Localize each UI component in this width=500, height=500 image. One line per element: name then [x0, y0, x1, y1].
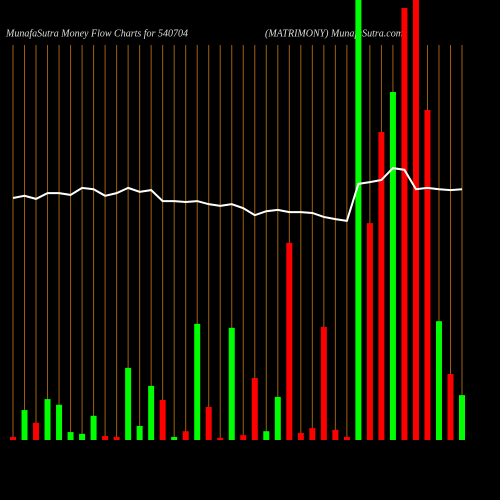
- bar: [194, 323, 201, 440]
- bar: [56, 404, 63, 440]
- bar: [401, 7, 408, 440]
- bar: [113, 436, 120, 440]
- bar: [355, 0, 362, 440]
- bar: [44, 399, 51, 440]
- bar: [240, 435, 247, 440]
- bar: [125, 367, 132, 440]
- bar: [228, 327, 235, 440]
- bar: [343, 436, 350, 440]
- bar: [21, 410, 28, 440]
- bar: [148, 385, 155, 440]
- bar: [263, 431, 270, 440]
- bar: [182, 431, 189, 440]
- bar: [389, 91, 396, 441]
- bar: [159, 399, 166, 440]
- bar: [424, 110, 431, 440]
- bar: [171, 436, 178, 440]
- bar: [286, 242, 293, 440]
- bar: [378, 132, 385, 440]
- bar: [459, 395, 465, 440]
- bar: [332, 429, 339, 440]
- bar: [136, 425, 143, 440]
- bar: [67, 432, 74, 440]
- bar: [251, 377, 258, 440]
- chart-subtitle: (MATRIMONY) MunafaSutra.com: [265, 28, 403, 39]
- bar: [309, 428, 316, 440]
- bar: [274, 396, 281, 440]
- bar: [90, 415, 97, 440]
- bar: [217, 437, 224, 440]
- bar: [320, 326, 327, 440]
- bar: [10, 436, 16, 440]
- bar: [435, 321, 442, 440]
- bar: [102, 436, 109, 440]
- chart-title: MunafaSutra Money Flow Charts for 540704: [5, 28, 188, 39]
- bar: [79, 433, 86, 440]
- bar: [447, 374, 454, 440]
- bar: [205, 407, 212, 440]
- bar: [33, 422, 40, 440]
- money-flow-line: [12, 167, 463, 222]
- bar: [366, 223, 373, 440]
- bar: [297, 432, 304, 440]
- bar: [412, 0, 419, 440]
